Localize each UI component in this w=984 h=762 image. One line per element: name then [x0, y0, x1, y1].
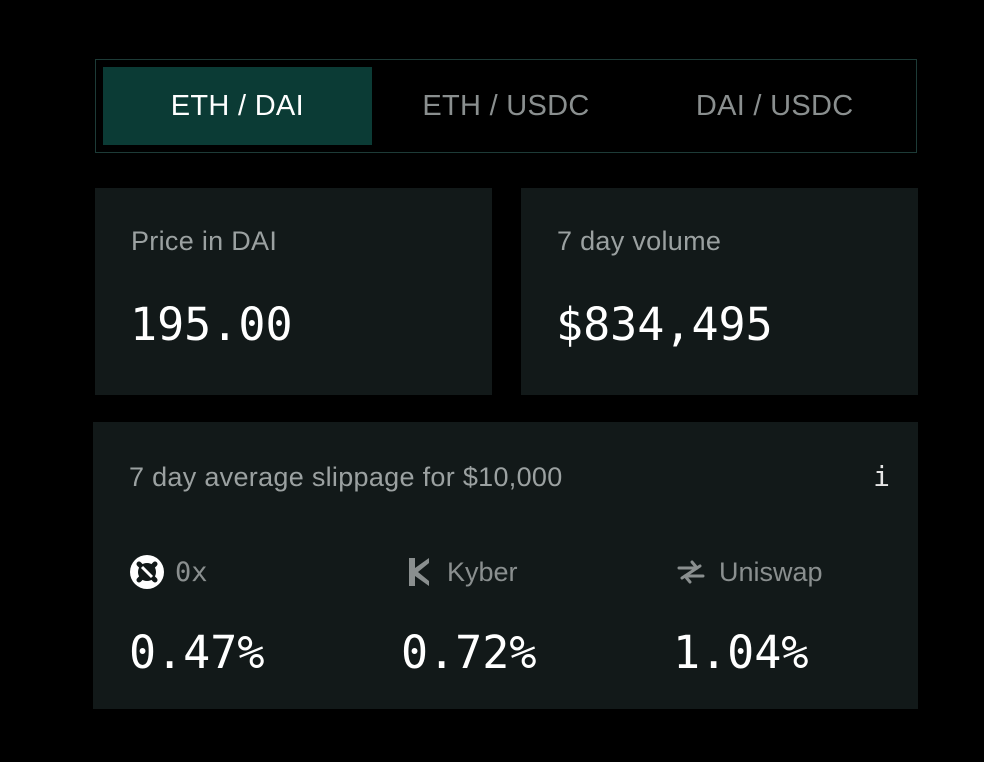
dex-value: 0.72% — [401, 626, 537, 679]
dex-name: 0x — [175, 556, 208, 588]
volume-card: 7 day volume $834,495 — [521, 188, 918, 395]
info-icon[interactable]: i — [873, 460, 890, 493]
price-value: 195.00 — [130, 298, 293, 351]
dex-value: 0.47% — [129, 626, 265, 679]
dex-uniswap: Uniswap 1.04% — [673, 552, 823, 680]
tab-eth-dai[interactable]: ETH / DAI — [103, 67, 372, 145]
uniswap-logo-icon — [677, 560, 705, 584]
dex-name: Uniswap — [719, 556, 823, 587]
slippage-label: 7 day average slippage for $10,000 — [129, 462, 563, 492]
zerox-logo-icon — [130, 555, 164, 589]
volume-value: $834,495 — [556, 298, 773, 351]
price-label: Price in DAI — [131, 226, 278, 256]
volume-label: 7 day volume — [557, 226, 722, 256]
dex-value: 1.04% — [673, 626, 809, 679]
dex-0x: 0x 0.47% — [129, 552, 264, 679]
dex-name: Kyber — [447, 556, 518, 587]
tab-eth-usdc[interactable]: ETH / USDC — [422, 89, 590, 122]
price-card: Price in DAI 195.00 — [95, 188, 492, 395]
pair-tabs: ETH / DAI ETH / USDC DAI / USDC — [95, 59, 917, 153]
dex-kyber: Kyber 0.72% — [401, 552, 537, 680]
slippage-card: 7 day average slippage for $10,000 i 0x … — [93, 422, 918, 709]
tab-dai-usdc[interactable]: DAI / USDC — [695, 89, 854, 122]
kyber-logo-icon — [409, 558, 429, 586]
